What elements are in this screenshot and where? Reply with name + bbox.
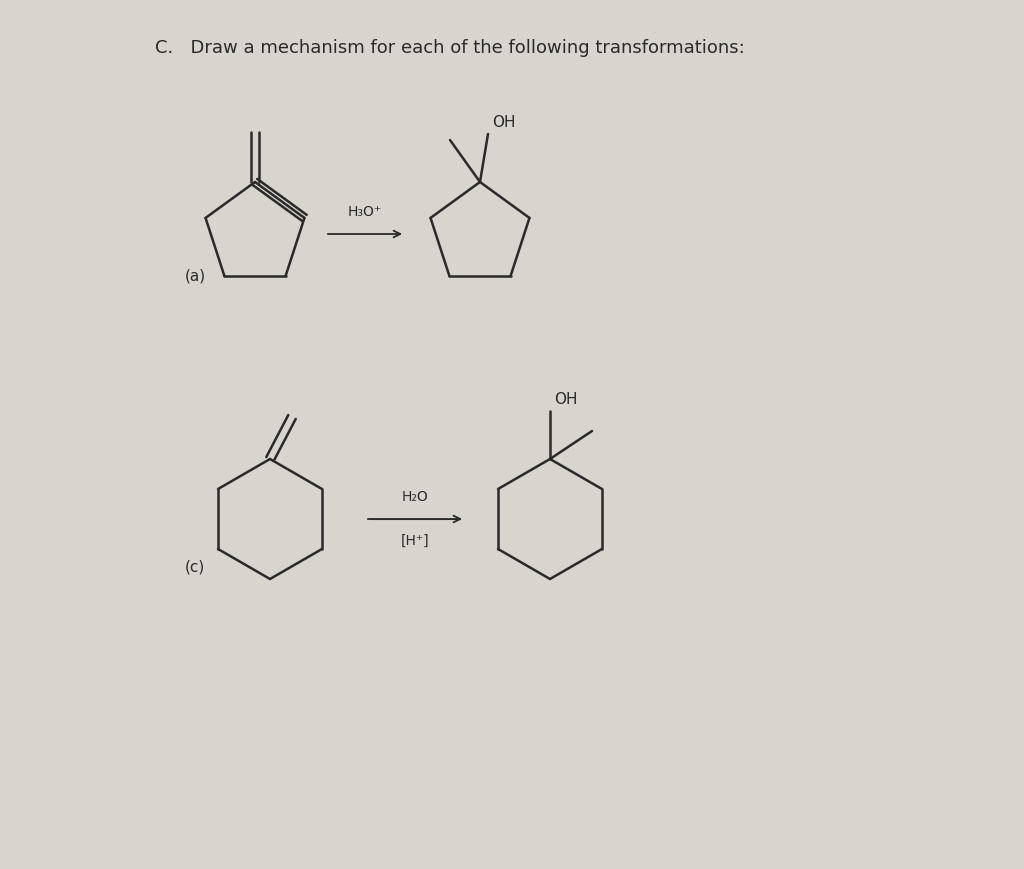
Text: H₃O⁺: H₃O⁺	[348, 205, 382, 219]
Text: OH: OH	[492, 115, 515, 130]
Text: OH: OH	[554, 392, 578, 407]
Text: [H⁺]: [H⁺]	[400, 534, 429, 548]
Text: H₂O: H₂O	[401, 490, 428, 504]
Text: (a): (a)	[185, 269, 206, 284]
Text: (c): (c)	[185, 559, 205, 574]
Text: C.   Draw a mechanism for each of the following transformations:: C. Draw a mechanism for each of the foll…	[155, 39, 744, 57]
